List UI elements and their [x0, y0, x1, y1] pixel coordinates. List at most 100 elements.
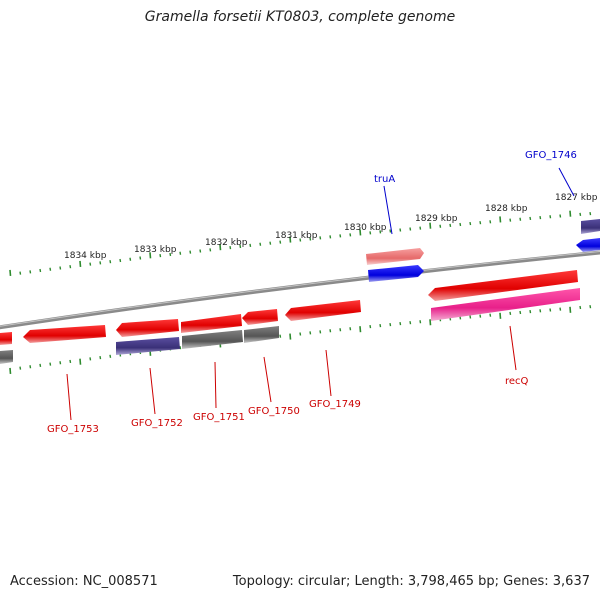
gene-label-GFO_1753[interactable]: GFO_1753: [47, 424, 99, 435]
minor-tick: [389, 323, 392, 327]
connector-recQ: [509, 325, 517, 371]
major-tick: [79, 358, 82, 365]
reverse-features: [0, 270, 580, 364]
minor-tick: [239, 244, 242, 249]
minor-tick: [199, 249, 202, 253]
minor-tick: [459, 222, 462, 227]
minor-tick: [589, 305, 592, 309]
gene-arrow-GFO_1750[interactable]: [242, 309, 278, 325]
gene-label-GFO_1752[interactable]: GFO_1752: [131, 418, 183, 429]
minor-tick: [349, 327, 352, 331]
gene-arrow-left-partial[interactable]: [0, 332, 12, 345]
major-tick: [79, 260, 82, 267]
gene-label-GFO_1746[interactable]: GFO_1746: [525, 150, 577, 161]
forward-features: [366, 219, 600, 282]
kbp-label: 1828 kbp: [485, 204, 528, 214]
page-title: Gramella forsetii KT0803, complete genom…: [144, 9, 456, 25]
minor-tick: [269, 241, 272, 245]
kbp-label: 1827 kbp: [555, 193, 598, 203]
minor-tick: [279, 334, 282, 338]
gene-label-recQ[interactable]: recQ: [505, 376, 529, 387]
minor-tick: [519, 217, 522, 221]
major-tick: [289, 333, 292, 340]
minor-tick: [319, 330, 322, 334]
minor-tick: [559, 214, 562, 218]
minor-tick: [49, 267, 52, 271]
major-tick: [359, 326, 362, 333]
minor-tick: [469, 315, 472, 319]
major-tick: [289, 236, 292, 243]
minor-tick: [319, 236, 322, 240]
gene-arrow-recQ-cog[interactable]: [431, 288, 580, 321]
gene-arrow-GFO_1751[interactable]: [181, 314, 242, 333]
gene-arrow-truA-cds[interactable]: [368, 265, 424, 282]
minor-tick: [489, 313, 492, 317]
connector-GFO_1753: [66, 373, 72, 421]
kbp-label: 1829 kbp: [415, 214, 458, 224]
minor-tick: [419, 320, 422, 324]
major-tick: [359, 229, 362, 236]
gene-arrow-GFO_1749[interactable]: [285, 300, 361, 321]
kbp-scale: 1827 kbp 1828 kbp 1829 kbp 1830 kbp 1831…: [64, 193, 598, 261]
major-tick: [569, 306, 572, 313]
gene-arrow-GFO_1753[interactable]: [23, 325, 106, 343]
minor-tick: [339, 328, 342, 332]
gene-label-truA[interactable]: truA: [374, 174, 395, 185]
minor-tick: [539, 215, 542, 220]
connector-truA: [383, 185, 393, 235]
minor-tick: [549, 215, 552, 219]
minor-tick: [19, 366, 22, 370]
gene-arrow-GFO_1752[interactable]: [116, 319, 179, 337]
gene-arrow-truA[interactable]: [366, 248, 424, 265]
minor-tick: [249, 243, 252, 247]
minor-tick: [479, 221, 482, 225]
connector-GFO_1746: [558, 167, 575, 197]
minor-tick: [379, 230, 382, 234]
gene-arrow-GFO_1750-cog[interactable]: [244, 326, 279, 343]
gene-labels: GFO_1746 truA recQ GFO_1749 GFO_1750 GFO…: [47, 150, 577, 435]
gene-label-GFO_1750[interactable]: GFO_1750: [248, 406, 300, 417]
minor-tick: [519, 310, 522, 315]
gene-label-GFO_1749[interactable]: GFO_1749: [309, 399, 361, 410]
gene-arrow-GFO_1746-cds[interactable]: [576, 238, 600, 252]
kbp-label: 1831 kbp: [275, 231, 318, 241]
minor-tick: [229, 245, 232, 250]
minor-tick: [309, 237, 312, 241]
gene-arrow-recQ[interactable]: [428, 270, 578, 301]
gene-arrow-GFO_1751-cog[interactable]: [182, 330, 243, 349]
minor-tick: [59, 266, 62, 270]
label-connectors: [66, 167, 575, 421]
minor-tick: [439, 224, 442, 228]
major-tick: [569, 210, 572, 217]
minor-tick: [479, 314, 482, 318]
minor-tick: [399, 228, 402, 232]
gene-arrow-GFO_1746[interactable]: [581, 219, 600, 234]
minor-tick: [29, 365, 32, 369]
minor-tick: [139, 256, 142, 260]
minor-tick: [449, 223, 452, 227]
gene-arrow-left-partial-cog[interactable]: [0, 350, 13, 364]
minor-tick: [509, 218, 512, 222]
major-tick: [429, 222, 432, 229]
minor-tick: [329, 235, 332, 239]
minor-tick: [109, 260, 112, 264]
minor-tick: [559, 307, 562, 311]
minor-tick: [39, 363, 42, 368]
gene-arrow-GFO_1752-cog[interactable]: [116, 337, 180, 355]
minor-tick: [189, 250, 192, 254]
minor-tick: [589, 212, 592, 216]
minor-tick: [179, 346, 182, 350]
minor-tick: [299, 332, 302, 336]
minor-tick: [109, 354, 112, 358]
gene-label-GFO_1751[interactable]: GFO_1751: [193, 412, 245, 423]
minor-tick: [469, 221, 472, 226]
minor-tick: [209, 248, 212, 252]
minor-tick: [39, 268, 42, 273]
minor-tick: [369, 231, 372, 235]
minor-tick: [379, 324, 382, 328]
minor-tick: [299, 238, 302, 242]
major-tick: [429, 319, 432, 326]
minor-tick: [89, 357, 92, 361]
kbp-label: 1830 kbp: [344, 223, 387, 233]
minor-tick: [389, 229, 392, 233]
